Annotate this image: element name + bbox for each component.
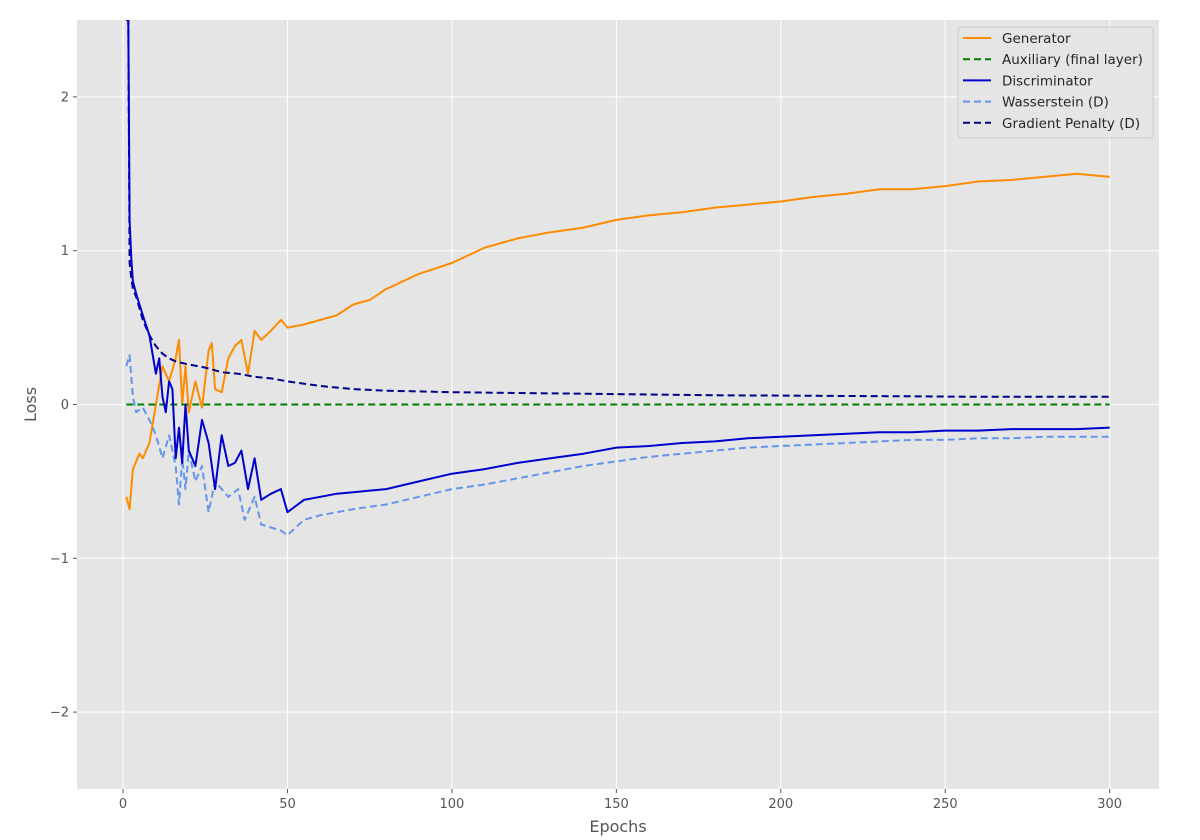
series-line-gradient-penalty-d — [126, 20, 1110, 398]
series-line-generator — [125, 172, 1110, 511]
series-line-discriminator — [126, 20, 1110, 514]
y-tick-label: 2 — [61, 90, 69, 105]
y-axis-label: Loss — [21, 387, 40, 422]
x-tick-label: 250 — [933, 797, 958, 812]
legend: Generator Auxiliary (final layer) Discrimi… — [957, 26, 1154, 139]
x-tick-label: 200 — [768, 797, 793, 812]
ticks: 0 50 100 150 200 250 300 −2 −1 0 1 2 — [50, 90, 1122, 812]
legend-label: Auxiliary (final layer) — [1002, 52, 1143, 68]
legend-label: Gradient Penalty (D) — [1002, 116, 1140, 132]
x-tick-label: 0 — [119, 797, 127, 812]
x-tick-label: 300 — [1097, 797, 1122, 812]
series-layer — [125, 20, 1110, 537]
y-tick-label: −2 — [50, 706, 69, 721]
y-tick-label: 1 — [61, 244, 69, 259]
legend-label: Discriminator — [1002, 73, 1093, 89]
x-tick-label: 150 — [604, 797, 629, 812]
y-tick-label: −1 — [50, 552, 69, 567]
legend-label: Generator — [1002, 31, 1071, 47]
x-axis-label: Epochs — [589, 817, 646, 836]
y-tick-label: 0 — [61, 398, 69, 413]
x-tick-label: 50 — [279, 797, 296, 812]
series-line-wasserstein-d — [125, 354, 1110, 537]
x-tick-label: 100 — [440, 797, 465, 812]
legend-label: Wasserstein (D) — [1002, 95, 1109, 111]
legend-box — [957, 26, 1154, 139]
